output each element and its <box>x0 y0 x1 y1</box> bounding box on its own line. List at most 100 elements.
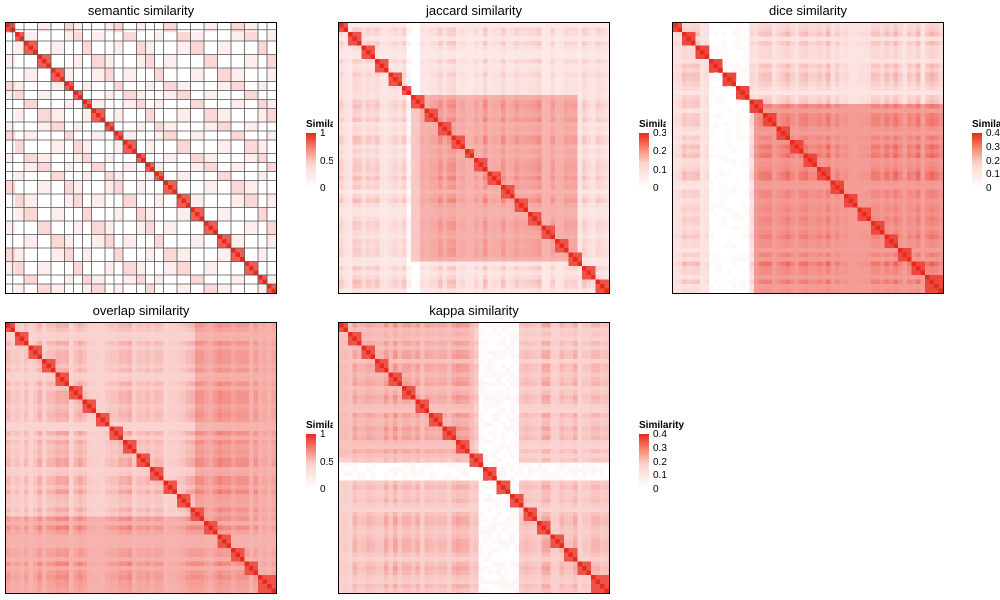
heatmap-cell <box>100 198 106 204</box>
heatmap-cell <box>532 59 538 64</box>
heatmap-cell <box>537 41 542 46</box>
heatmap-cell <box>154 198 160 204</box>
heatmap-cell <box>397 126 403 132</box>
heatmap-cell <box>582 144 587 150</box>
heatmap-cell <box>501 99 506 105</box>
heatmap-cell <box>64 68 70 73</box>
heatmap-cell <box>375 131 380 136</box>
heatmap-cell <box>226 288 232 293</box>
heatmap-cell <box>357 50 362 55</box>
heatmap-cell <box>429 266 434 271</box>
heatmap-cell <box>190 72 196 78</box>
heatmap-cell <box>402 95 407 100</box>
heatmap-cell <box>586 189 592 195</box>
heatmap-cell <box>582 239 587 244</box>
heatmap-cell <box>226 243 232 249</box>
heatmap-cell <box>60 288 65 293</box>
heatmap-cell <box>537 185 542 190</box>
heatmap-cell <box>415 117 421 123</box>
heatmap-cell <box>451 230 457 235</box>
heatmap-cell <box>591 41 596 46</box>
heatmap-cell <box>96 239 101 244</box>
heatmap-cell <box>501 86 506 91</box>
heatmap-cell <box>181 113 187 118</box>
heatmap-cell <box>105 270 110 276</box>
heatmap-cell <box>141 189 146 195</box>
heatmap-cell <box>37 122 43 127</box>
heatmap-cell <box>420 149 425 154</box>
heatmap-cell <box>55 176 61 181</box>
heatmap-cell <box>348 50 353 55</box>
heatmap-cell <box>46 158 52 163</box>
heatmap-cell <box>361 207 367 213</box>
heatmap-cell <box>55 140 61 145</box>
heatmap-cell <box>55 50 61 55</box>
heatmap-cell <box>600 198 605 204</box>
heatmap-cell <box>519 27 524 33</box>
heatmap-cell <box>375 140 380 145</box>
heatmap-cell <box>555 77 560 82</box>
heatmap-cell <box>343 135 349 141</box>
heatmap-cell <box>600 41 605 46</box>
heatmap-cell <box>447 59 452 64</box>
heatmap-cell <box>406 149 412 154</box>
heatmap-cell <box>469 243 475 249</box>
heatmap-cell <box>208 180 214 186</box>
heatmap-cell <box>465 63 470 69</box>
heatmap-cell <box>109 189 115 195</box>
heatmap-cell <box>559 216 565 222</box>
heatmap-cell <box>582 162 587 168</box>
heatmap-cell <box>249 126 254 132</box>
heatmap-cell <box>343 257 349 262</box>
heatmap-cell <box>510 153 515 159</box>
heatmap-cell <box>505 167 511 172</box>
heatmap-cell <box>348 81 353 87</box>
heatmap-cell <box>420 81 425 87</box>
heatmap-cell <box>411 104 416 109</box>
heatmap-cell <box>555 239 560 244</box>
heatmap-cell <box>478 50 484 55</box>
heatmap-cell <box>375 63 380 69</box>
heatmap-cell <box>532 225 538 231</box>
heatmap-cell <box>487 230 493 235</box>
heatmap-cell <box>217 113 223 118</box>
heatmap-cell <box>474 230 479 235</box>
heatmap-cell <box>267 162 272 168</box>
heatmap-cell <box>496 176 502 181</box>
heatmap-cell <box>375 108 380 114</box>
heatmap-cell <box>474 266 479 271</box>
heatmap-cell <box>388 86 394 91</box>
heatmap-cell <box>105 90 110 96</box>
heatmap-cell <box>420 45 425 51</box>
heatmap-cell <box>429 180 434 186</box>
heatmap-cell <box>402 135 407 141</box>
heatmap-cell <box>195 104 200 109</box>
heatmap-cell <box>141 99 146 105</box>
heatmap-cell <box>343 167 349 172</box>
heatmap-cell <box>357 99 362 105</box>
heatmap-cell <box>483 158 488 163</box>
heatmap-cell <box>343 252 349 258</box>
heatmap-cell <box>55 126 61 132</box>
heatmap-cell <box>123 243 128 249</box>
heatmap-cell <box>501 185 506 190</box>
heatmap-cell <box>564 149 569 154</box>
heatmap-cell <box>573 158 578 163</box>
heatmap-cell <box>460 243 466 249</box>
heatmap-cell <box>456 243 461 249</box>
heatmap-cell <box>118 176 124 181</box>
heatmap-cell <box>78 185 83 190</box>
heatmap-cell <box>483 162 488 168</box>
heatmap-cell <box>586 257 592 262</box>
heatmap-cell <box>420 68 425 73</box>
heatmap-cell <box>442 95 448 100</box>
heatmap-cell <box>132 266 137 271</box>
heatmap-cell <box>591 158 596 163</box>
heatmap-cell <box>361 59 367 64</box>
heatmap-cell <box>505 104 511 109</box>
heatmap-cell <box>492 41 497 46</box>
heatmap-cell <box>361 113 367 118</box>
heatmap-cell <box>429 68 434 73</box>
heatmap-cell <box>177 216 182 222</box>
heatmap-cell <box>582 167 587 172</box>
